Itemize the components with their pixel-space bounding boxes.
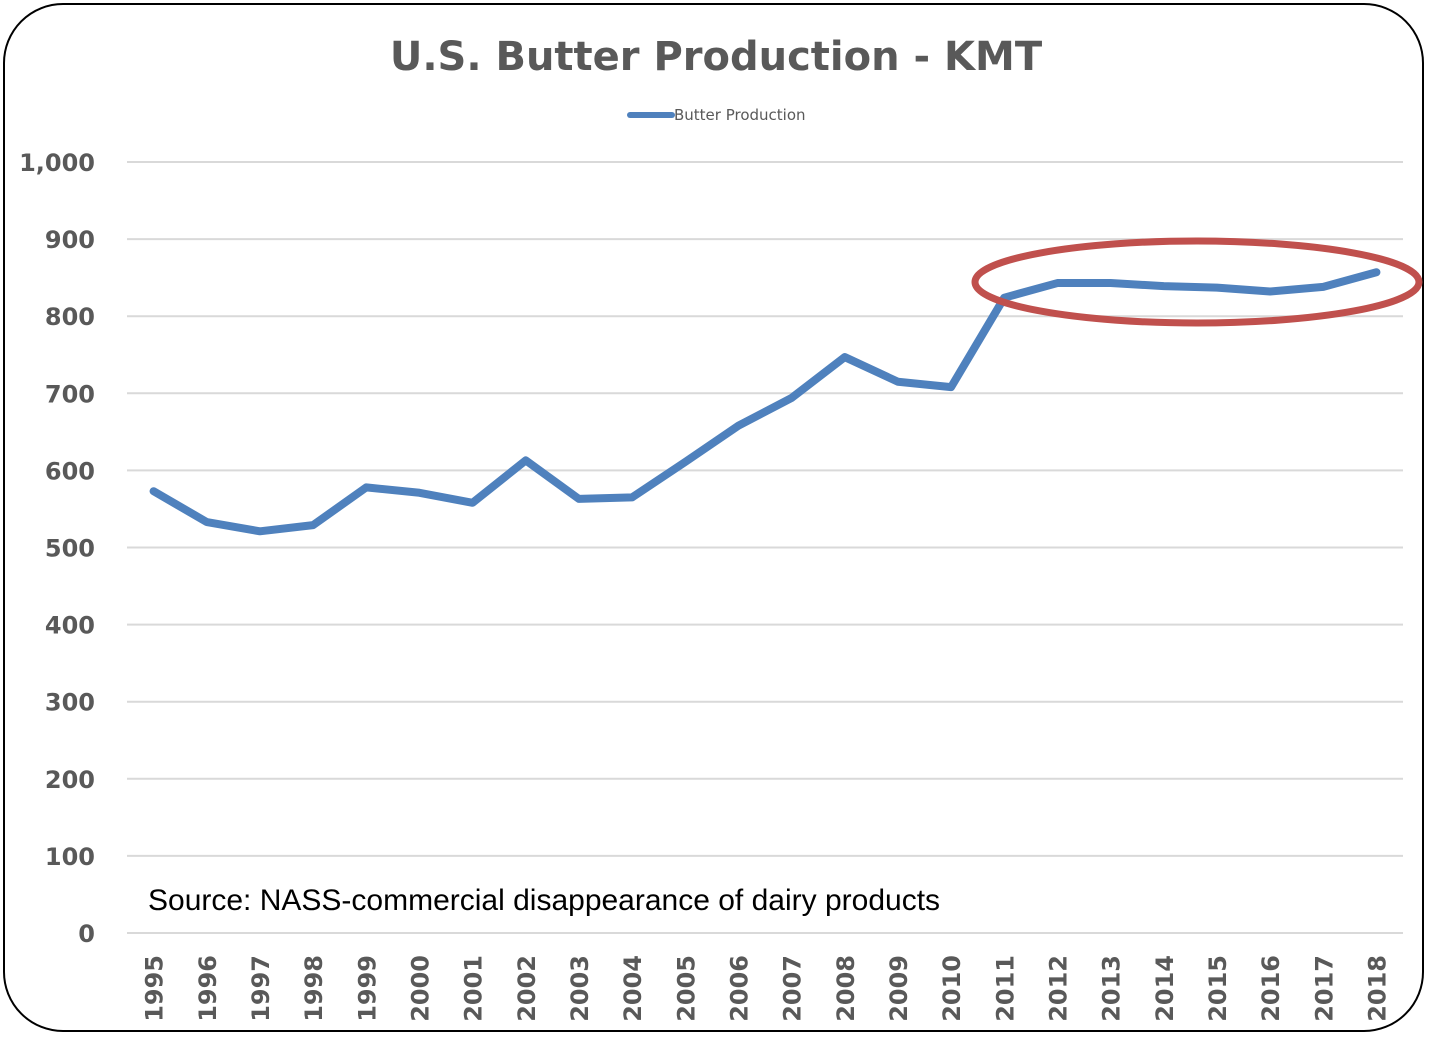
y-tick-label: 800 xyxy=(45,303,95,331)
series-line xyxy=(149,268,1381,536)
y-tick-label: 0 xyxy=(78,920,95,948)
x-tick-label: 2007 xyxy=(779,955,807,1022)
x-tick-label: 1998 xyxy=(300,955,328,1022)
chart-title: U.S. Butter Production - KMT xyxy=(390,34,1043,80)
x-tick-label: 2005 xyxy=(672,955,700,1022)
x-tick-label: 2010 xyxy=(938,955,966,1022)
x-tick-label: 2008 xyxy=(832,955,860,1022)
y-tick-label: 900 xyxy=(45,226,95,254)
chart-border xyxy=(3,3,1424,1032)
y-tick-label: 300 xyxy=(45,689,95,717)
x-tick-label: 2001 xyxy=(460,955,488,1022)
y-tick-label: 400 xyxy=(45,612,95,640)
x-tick-label: 1997 xyxy=(247,955,275,1022)
legend-label: Butter Production xyxy=(674,106,806,124)
x-tick-label: 2012 xyxy=(1044,955,1072,1022)
x-tick-label: 2000 xyxy=(406,955,434,1022)
x-tick-label: 2006 xyxy=(725,955,753,1022)
y-tick-label: 700 xyxy=(45,380,95,408)
y-tick-label: 100 xyxy=(45,843,95,871)
x-tick-label: 2009 xyxy=(885,955,913,1022)
x-tick-label: 2015 xyxy=(1204,955,1232,1022)
x-tick-label: 1996 xyxy=(194,955,222,1022)
x-tick-label: 2013 xyxy=(1098,955,1126,1022)
x-tick-label: 2017 xyxy=(1310,955,1338,1022)
y-tick-label: 500 xyxy=(45,535,95,563)
x-tick-label: 2002 xyxy=(513,955,541,1022)
y-tick-label: 200 xyxy=(45,766,95,794)
highlight-ellipse xyxy=(971,237,1423,327)
y-tick-label: 1,000 xyxy=(19,149,95,177)
x-tick-label: 1995 xyxy=(141,955,169,1022)
x-tick-label: 2014 xyxy=(1151,955,1179,1022)
x-tick-label: 1999 xyxy=(353,955,381,1022)
source-note: Source: NASS-commercial disappearance of… xyxy=(148,884,940,917)
x-tick-label: 2018 xyxy=(1363,955,1391,1022)
x-tick-label: 2004 xyxy=(619,955,647,1022)
x-tick-label: 2016 xyxy=(1257,955,1285,1022)
x-tick-label: 2003 xyxy=(566,955,594,1022)
x-tick-label: 2011 xyxy=(991,955,1019,1022)
y-tick-label: 600 xyxy=(45,457,95,485)
legend: Butter Production xyxy=(627,106,806,124)
